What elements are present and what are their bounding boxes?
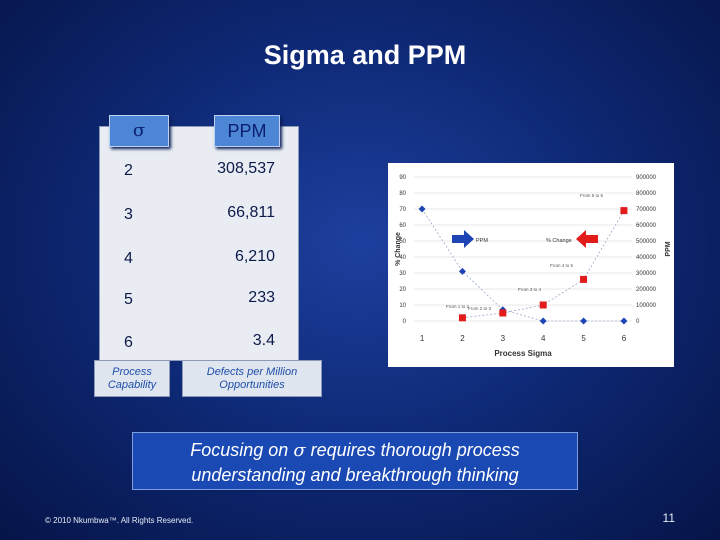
y-left-tick-label: 80 [399,191,406,197]
y-left-tick-label: 0 [403,319,407,325]
y-left-tick-label: 60 [399,223,406,229]
y-right-tick-label: 0 [636,319,640,325]
ppm-cell: 6,210 [234,248,275,265]
slide-title: Sigma and PPM [263,40,467,70]
ppm-arrow [452,230,474,248]
step-annotation: From 5 to 6 [580,193,604,198]
sigma-ppm-table [99,126,299,361]
sigma-caption: Process Capability [94,360,170,397]
callout-suffix: requires thorough process [305,440,520,460]
sigma-ppm-chart: 0 10 20 30 40 50 60 70 80 90 0 100000 200000 300000 40… [388,163,674,367]
percent-change-arrow-label: % Change [546,238,572,244]
y-right-tick-label: 700000 [636,207,657,213]
percent-change-point [539,317,547,325]
ppm-arrow-label: PPM [476,238,488,244]
y-right-tick-label: 300000 [636,271,657,277]
sigma-cell: 2 [124,162,133,179]
percent-change-point [580,317,588,325]
ppm-cell: 233 [248,289,275,306]
step-annotation: From 2 to 3 [468,306,492,311]
percent-change-point [458,267,466,275]
y-left-tick-label: 30 [399,271,406,277]
step-annotation: From 4 to 5 [550,263,574,268]
callout-prefix: Focusing on [190,440,294,460]
page-number: 11 [662,511,675,525]
y-right-tick-label: 400000 [636,255,657,261]
y-left-tick-label: 90 [399,175,406,181]
step-annotation: From 3 to 4 [518,287,542,292]
y-right-tick-label: 600000 [636,223,657,229]
y-right-tick-label: 900000 [636,175,657,181]
percent-change-point [418,205,426,213]
y-right-tick-label: 500000 [636,239,657,245]
y-left-tick-label: 40 [399,255,406,261]
sigma-cell: 4 [124,250,133,267]
step-annotation: From 1 to 2 [446,304,470,309]
sigma-cell: 5 [124,291,133,308]
sigma-header: σ [109,115,169,147]
ppm-point [620,207,628,215]
y-left-tick-label: 50 [399,239,406,245]
y-left-tick-label: 10 [399,303,406,309]
series-line [421,208,624,322]
sigma-cell: 6 [124,334,133,351]
y-right-axis-title: PPM [665,241,672,256]
x-tick-label: 6 [622,334,627,343]
callout-sigma: σ [293,440,306,461]
ppm-point [499,309,507,317]
x-axis-title: Process Sigma [494,349,552,358]
x-tick-label: 1 [420,334,425,343]
y-right-tick-label: 200000 [636,287,657,293]
percent-change-point [620,317,628,325]
y-left-tick-label: 70 [399,207,406,213]
sigma-cell: 3 [124,206,133,223]
callout-line2: understanding and breakthrough thinking [191,465,519,485]
percent-change-arrow [576,230,598,248]
x-tick-label: 5 [581,334,586,343]
chart-svg: 0 10 20 30 40 50 60 70 80 90 0 100000 200000 300000 40… [395,175,672,358]
callout-box: Focusing on σ requires thorough process … [132,432,578,490]
ppm-cell: 3.4 [252,332,275,349]
y-right-tick-label: 100000 [636,303,657,309]
copyright-footer: © 2010 Nkumbwa™. All Rights Reserved. [45,516,194,525]
ppm-point [580,275,588,283]
ppm-header: PPM [214,115,280,147]
ppm-cell: 66,811 [227,204,275,221]
ppm-cell: 308,537 [217,160,275,177]
x-tick-label: 2 [460,334,465,343]
ppm-caption: Defects per Million Opportunities [182,360,322,397]
x-tick-label: 3 [501,334,506,343]
y-left-tick-label: 20 [399,287,406,293]
ppm-point [539,301,547,309]
y-left-axis-title: % Change [395,232,402,266]
x-tick-label: 4 [541,334,546,343]
y-right-tick-label: 800000 [636,191,657,197]
ppm-point [458,314,466,322]
